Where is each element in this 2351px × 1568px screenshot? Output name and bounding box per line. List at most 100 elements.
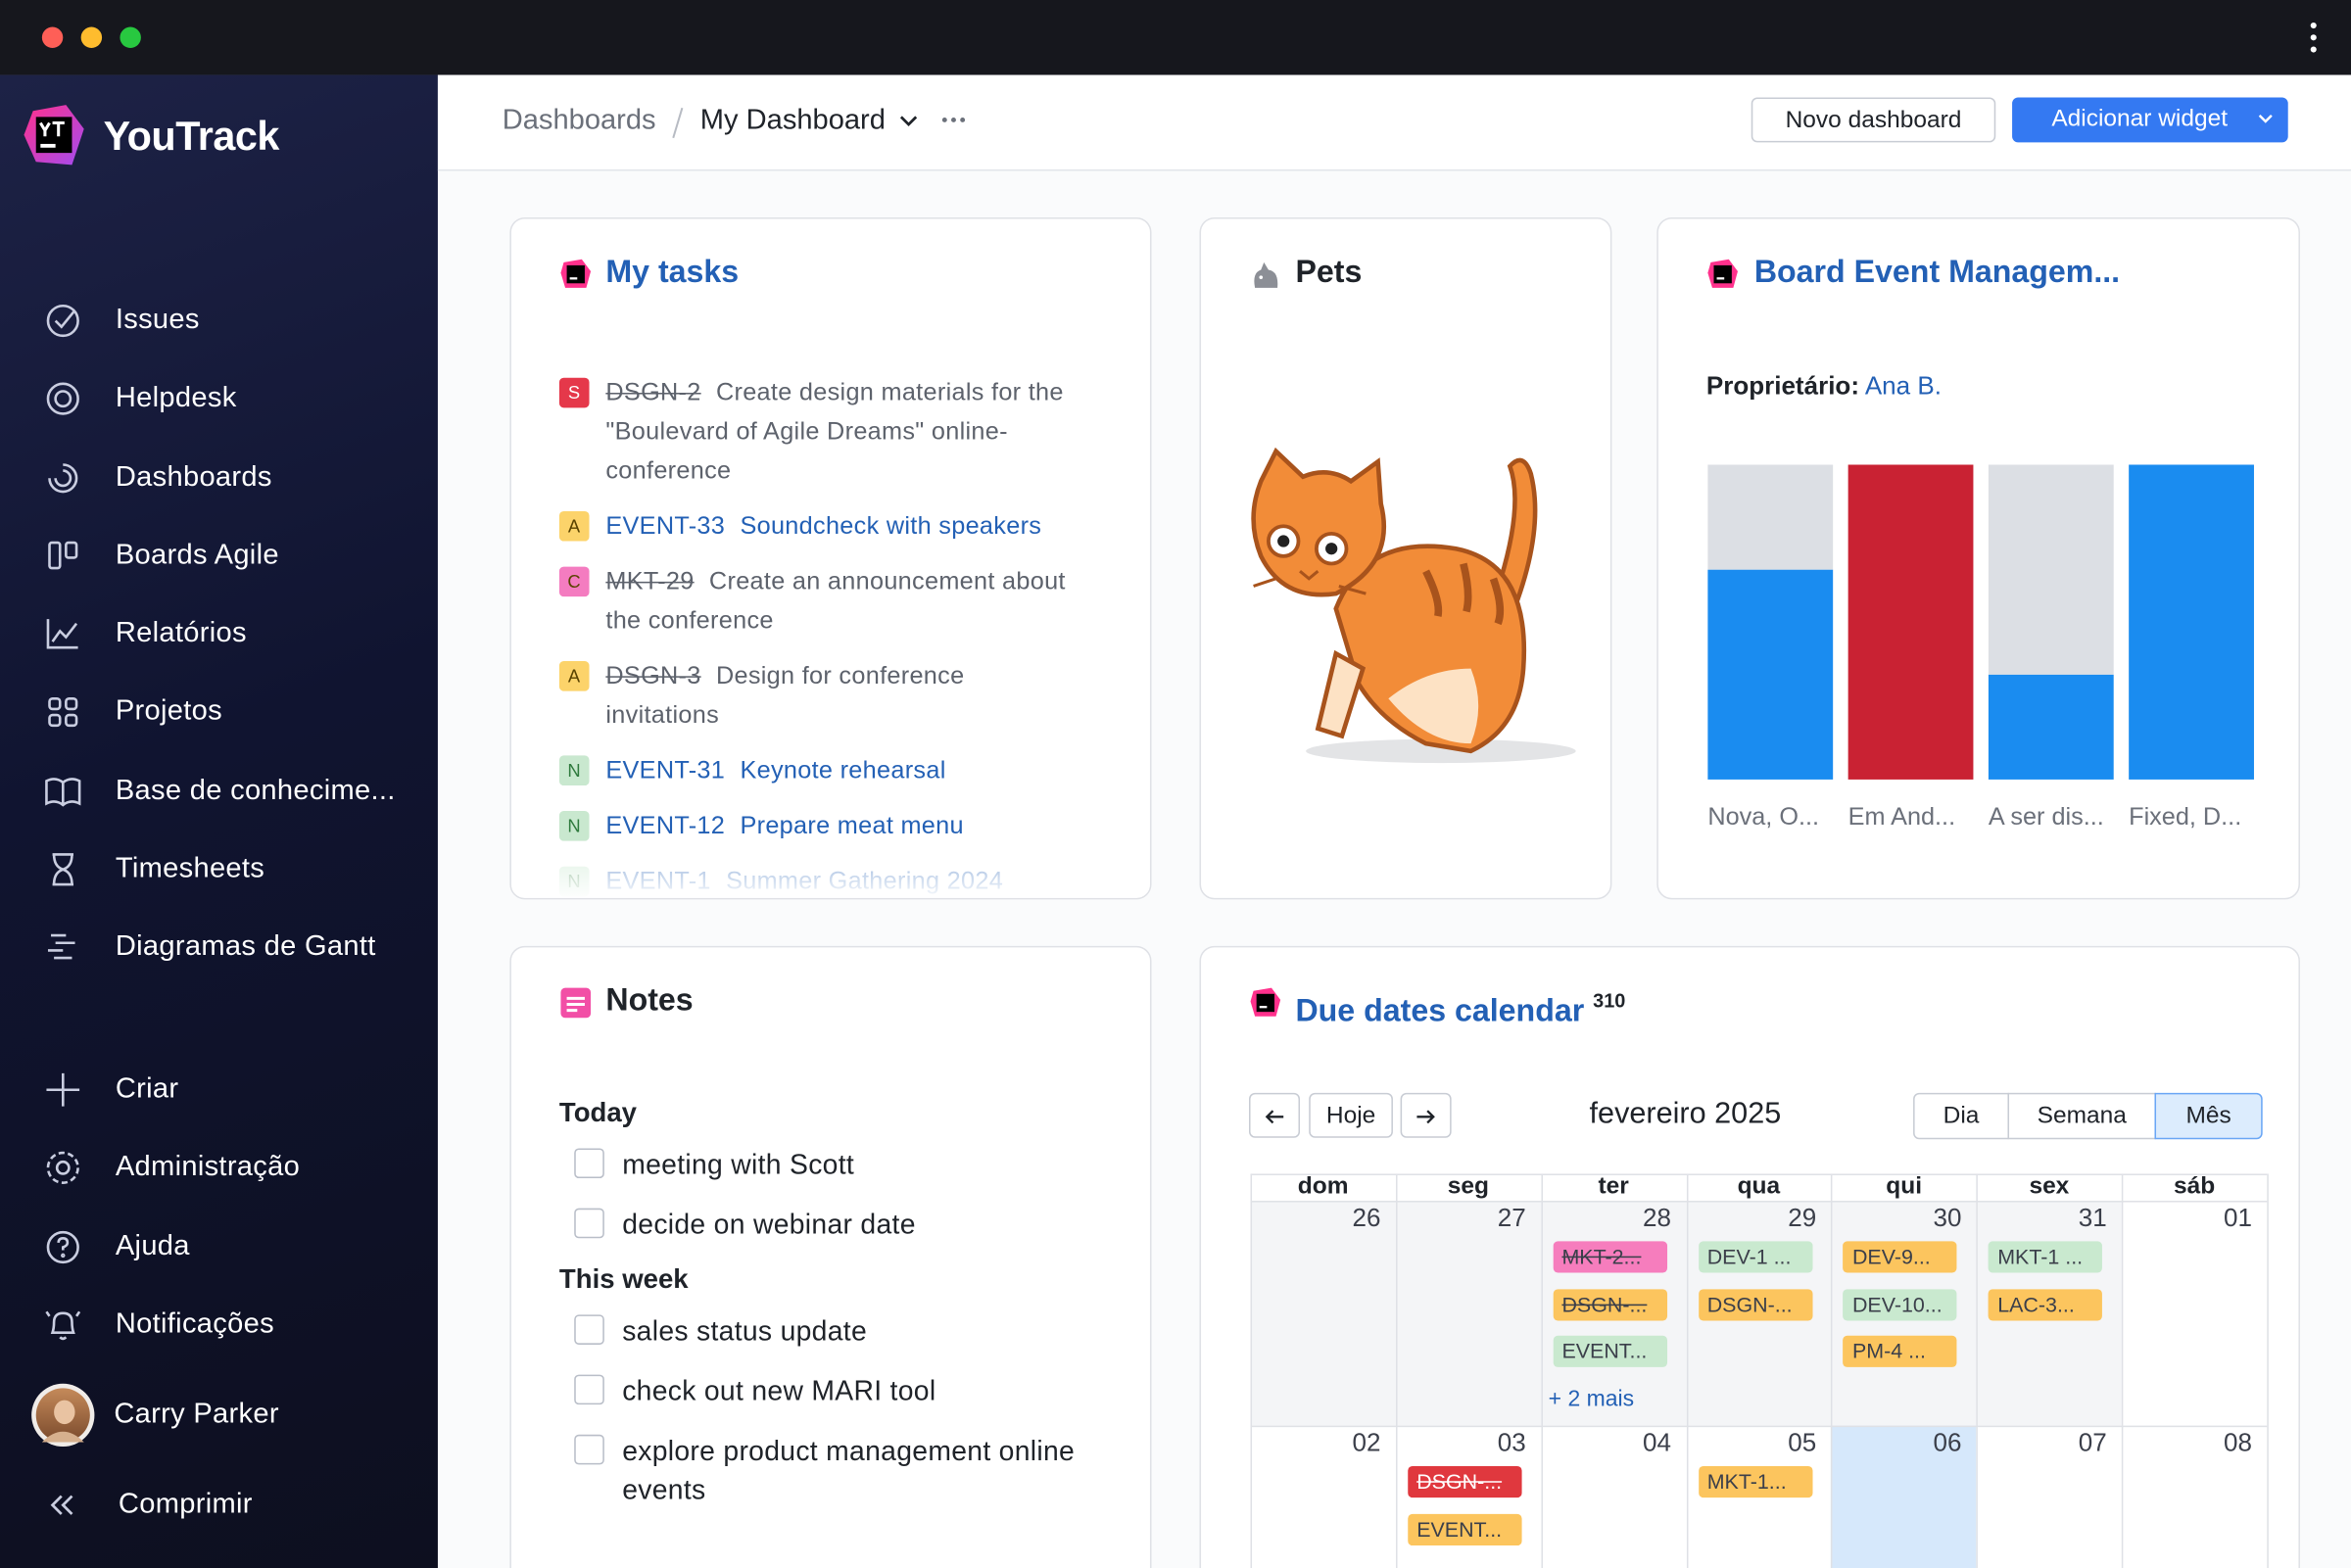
day-cell: 01 [2122, 1201, 2268, 1426]
nav-icon [48, 541, 78, 570]
day-cell: 29 DEV-1 ... DSGN-... [1686, 1201, 1832, 1426]
widget-title[interactable]: Board Event Managem... [1753, 255, 2121, 290]
event-chip[interactable]: DEV-1 ... [1698, 1241, 1812, 1273]
event-chip[interactable]: MKT-2... [1553, 1241, 1667, 1273]
priority-badge: S [558, 377, 590, 408]
my-tasks-widget: My tasks S DSGN-2 Create design materials … [509, 216, 1152, 900]
event-chip[interactable]: DSGN-... [1553, 1288, 1667, 1320]
view-button[interactable]: Semana [2007, 1092, 2157, 1140]
view-switch: Dia Semana Mês [1913, 1092, 2263, 1141]
issue-summary: Design for conference invitations [605, 662, 965, 729]
nav-item[interactable]: Criar [115, 1072, 179, 1106]
checkbox[interactable] [574, 1208, 604, 1239]
checkbox[interactable] [574, 1148, 604, 1179]
day-number: 26 [1352, 1204, 1381, 1233]
calendar-widget: Due dates calendar 310 Hoje fevereiro 20… [1199, 945, 2300, 1568]
day-cell: 06 [1831, 1425, 1977, 1568]
nav-item[interactable]: Ajuda [115, 1230, 190, 1262]
nav-item[interactable]: Issues [115, 304, 200, 336]
task[interactable]: A DSGN-3 Design for conference invitations [558, 656, 1069, 735]
dashboard-menu[interactable] [898, 108, 974, 138]
bar-segment [1988, 674, 2114, 780]
avatar[interactable] [30, 1382, 96, 1448]
checkbox[interactable] [574, 1314, 604, 1345]
issue-id: DSGN-3 [605, 662, 701, 690]
more-link[interactable]: + 2 mais [1548, 1386, 1635, 1412]
nav-item[interactable]: Helpdesk [115, 382, 237, 414]
nav-icon [47, 933, 75, 960]
task[interactable]: N EVENT-31 Keynote rehearsal [558, 751, 1069, 790]
note-item: explore product management online events [559, 1432, 1114, 1510]
nav-item[interactable]: Relatórios [115, 617, 247, 649]
event-chip[interactable]: DSGN-... [1698, 1288, 1812, 1320]
day-number: 05 [1788, 1428, 1817, 1457]
user-name[interactable]: Carry Parker [114, 1399, 279, 1431]
weekday: sáb [2174, 1173, 2216, 1200]
collapse-icon [50, 1495, 73, 1515]
note-text: check out new MARI tool [622, 1374, 936, 1406]
owner[interactable]: Ana B. [1864, 371, 1942, 401]
event-chip[interactable]: DSGN-... [1408, 1465, 1522, 1498]
event-chip[interactable]: LAC-3... [1989, 1288, 2103, 1320]
day-number: 27 [1497, 1204, 1526, 1233]
widget-title[interactable]: My tasks [605, 255, 740, 290]
event-chip[interactable]: PM-4 ... [1843, 1335, 1958, 1367]
priority-badge: N [558, 755, 590, 786]
next-button[interactable] [1400, 1092, 1452, 1138]
nav-item[interactable]: Timesheets [115, 852, 265, 884]
nav-item[interactable]: Base de conhecime... [115, 774, 396, 806]
month-label: fevereiro 2025 [1589, 1097, 1782, 1131]
view-button[interactable]: Mês [2154, 1092, 2263, 1140]
weekday: qua [1737, 1173, 1781, 1200]
event-chip[interactable]: EVENT... [1553, 1335, 1667, 1367]
event-chip[interactable]: DEV-9... [1843, 1241, 1958, 1273]
event-chip[interactable]: EVENT... [1408, 1513, 1522, 1545]
add-widget-button[interactable]: Adicionar widget [2012, 97, 2288, 143]
widget-title[interactable]: Due dates calendar 310 [1295, 982, 1625, 1032]
bar-segment [1707, 569, 1834, 780]
nav-item[interactable]: Notificações [115, 1308, 274, 1341]
priority-badge: A [558, 660, 590, 691]
task[interactable]: S DSGN-2 Create design materials for the "… [558, 373, 1069, 490]
nav-item[interactable]: Boards Agile [115, 539, 279, 571]
collapse[interactable]: Comprimir [118, 1488, 253, 1521]
new-dashboard-button[interactable]: Novo dashboard [1751, 97, 1996, 143]
event-chip[interactable]: DEV-10... [1843, 1288, 1958, 1320]
day-number: 06 [1933, 1428, 1962, 1457]
weekday: ter [1598, 1173, 1629, 1200]
nav-item[interactable]: Administração [115, 1151, 301, 1184]
nav-item[interactable]: Projetos [115, 695, 223, 728]
checkbox[interactable] [574, 1434, 604, 1465]
breadcrumb-root[interactable]: Dashboards [502, 105, 656, 137]
nav-item[interactable]: Dashboards [115, 460, 272, 493]
arrow-left [1265, 1110, 1284, 1124]
checkbox[interactable] [574, 1374, 604, 1405]
nav-icon [46, 304, 79, 338]
event-chip[interactable]: MKT-1 ... [1989, 1241, 2103, 1273]
view-button[interactable]: Dia [1913, 1092, 2010, 1140]
day-number: 04 [1642, 1428, 1671, 1457]
issue-id: DSGN-2 [605, 379, 701, 406]
event-chip[interactable]: MKT-1... [1698, 1465, 1812, 1498]
day-number: 31 [2078, 1204, 2107, 1233]
sidebar: YouTrack Carry Parker Comprimir Issues He… [0, 74, 438, 1568]
task-text: EVENT-33 Soundcheck with speakers [605, 506, 1041, 546]
day-cell: 31 MKT-1 ... LAC-3... [1976, 1201, 2123, 1426]
today-button[interactable]: Hoje [1309, 1092, 1393, 1138]
task[interactable]: A EVENT-33 Soundcheck with speakers [558, 506, 1069, 546]
column-label: A ser dis... [1989, 803, 2104, 831]
title-bar [0, 0, 2351, 75]
bar-segment [1988, 464, 2114, 675]
nav-item[interactable]: Diagramas de Gantt [115, 930, 376, 963]
note-heading: This week [558, 1263, 689, 1294]
day-number: 29 [1788, 1204, 1817, 1233]
breadcrumb-current[interactable]: My Dashboard [699, 105, 886, 137]
prev-button[interactable] [1248, 1092, 1301, 1138]
header: Dashboards My Dashboard Novo dashboard A… [437, 74, 2351, 171]
column-label: Em And... [1848, 803, 1955, 831]
task[interactable]: N EVENT-12 Prepare meat menu [558, 806, 1069, 845]
note-item: sales status update [559, 1311, 1114, 1351]
day-cell: 05 MKT-1... [1686, 1425, 1832, 1568]
board-widget: Board Event Managem... Proprietário: Ana… [1656, 216, 2300, 900]
task[interactable]: C MKT-29 Create an announcement about the … [558, 562, 1069, 641]
